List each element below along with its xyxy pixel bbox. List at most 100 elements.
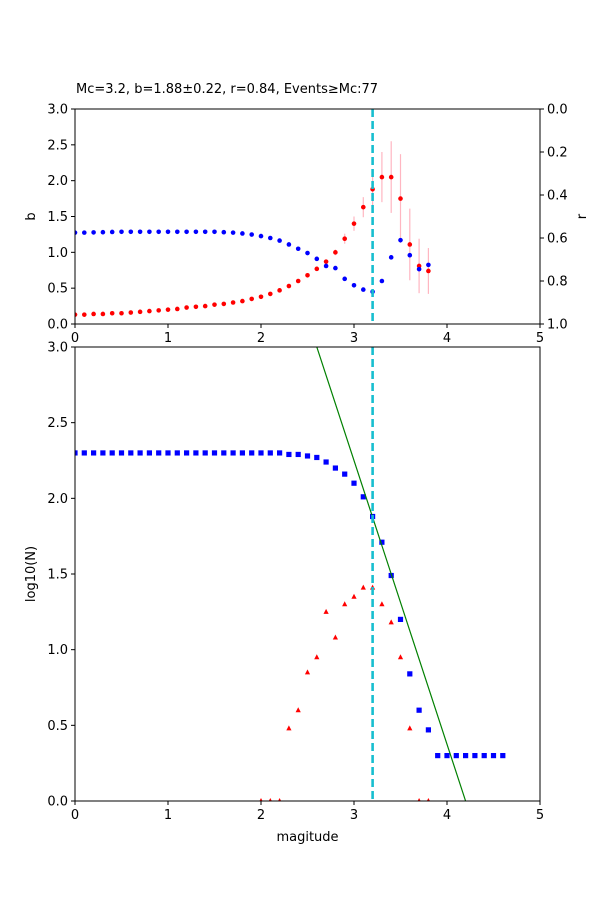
y-right-axis-label: r [575,213,590,219]
data-point [137,229,143,235]
data-point-triangle [407,725,413,731]
x-tick-label: 4 [443,331,451,346]
data-point [119,310,124,316]
data-point [249,232,254,237]
data-point [426,262,431,268]
data-point [100,311,106,317]
data-point [342,236,348,242]
data-point-square [202,450,208,456]
data-point [82,230,87,235]
data-point-square [118,450,125,456]
data-point-square [332,465,338,471]
data-point-square [137,450,143,456]
data-point-triangle [304,669,311,675]
data-point-square [81,450,87,456]
data-point [193,304,199,310]
data-point [342,276,348,282]
plot-area [75,347,506,801]
y-tick-label: 2.0 [47,174,68,189]
data-point [268,291,273,297]
y-tick-label: 0.5 [47,719,68,734]
data-point [147,229,152,235]
data-point [82,312,87,317]
y-right-tick-label: 0.8 [547,275,568,290]
data-point-square [249,450,255,456]
data-point-square [490,753,497,759]
data-point [128,310,134,315]
data-point [249,296,254,302]
data-point [351,221,357,226]
data-point-square [146,450,152,456]
data-point [351,283,357,288]
x-tick-label: 3 [350,808,358,823]
data-point-triangle [278,798,282,801]
data-point [184,229,189,235]
data-point [230,230,236,235]
data-point-square [342,471,348,477]
data-point-square [184,450,190,456]
data-point-triangle [426,798,430,801]
data-point [333,250,338,255]
x-tick-label: 0 [71,808,79,823]
data-point [379,278,385,284]
data-point [212,302,217,307]
data-point [147,308,152,314]
data-point [286,283,292,289]
data-point-triangle [314,654,320,660]
fit-line [316,347,467,801]
x-tick-label: 5 [536,331,544,346]
y-right-tick-label: 0.4 [547,189,568,204]
data-point [268,235,273,241]
data-point-triangle [332,634,338,640]
data-point-square [295,451,301,458]
data-point [426,268,431,274]
data-point [91,311,96,317]
data-point [75,312,78,317]
y-tick-label: 0.0 [47,318,68,333]
data-point [119,229,124,235]
data-point-square [156,450,162,456]
data-point [305,272,310,278]
data-point [221,301,227,307]
data-point [388,255,394,260]
data-point-square [277,450,283,456]
data-point [277,288,282,293]
data-point-square [407,671,413,677]
data-point-triangle [342,601,348,607]
data-point [128,229,134,235]
x-tick-label: 2 [257,808,265,823]
data-point [361,287,366,292]
data-point-square [91,450,97,456]
data-point [258,233,264,239]
data-point [407,252,413,258]
data-point-square [304,453,311,459]
data-point-triangle [286,725,292,731]
data-point [175,306,180,312]
data-point [361,204,366,210]
data-point-square [435,753,441,759]
data-point-square [444,753,450,759]
data-point-triangle [323,608,329,614]
y-tick-label: 1.5 [47,210,68,225]
data-point [258,294,264,300]
data-point [333,265,338,271]
y-tick-label: 1.0 [47,643,68,658]
data-point [277,238,282,243]
x-tick-label: 5 [536,808,544,823]
data-point-square [165,450,171,456]
data-point-square [481,753,487,759]
data-point-square [351,480,357,486]
bottom-panel: 0 1 2 3 4 5 0.0 0.5 1.0 1.5 2.0 2.5 3.0 magitude log10… [24,341,544,846]
data-point [323,259,329,264]
data-point-square [453,753,459,759]
y-tick-label: 3.0 [47,341,68,356]
data-point-square [360,494,366,500]
data-point [398,196,403,201]
data-point [175,229,180,235]
x-tick-label: 3 [350,331,358,346]
data-point [286,242,292,247]
data-point-square [425,727,431,733]
data-point-square [500,753,506,759]
data-point [295,278,301,284]
data-point [230,300,236,305]
